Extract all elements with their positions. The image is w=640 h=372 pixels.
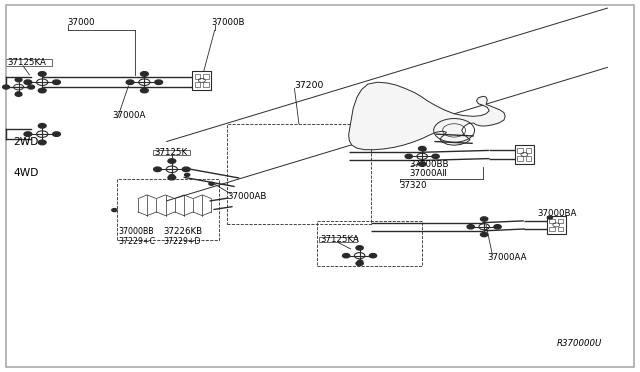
Bar <box>558 218 563 223</box>
Circle shape <box>481 232 488 237</box>
Circle shape <box>342 254 350 258</box>
Text: 37200: 37200 <box>294 81 324 90</box>
Circle shape <box>184 173 189 176</box>
Text: 37125K: 37125K <box>154 148 187 157</box>
Circle shape <box>52 80 60 84</box>
Circle shape <box>182 167 190 171</box>
Text: 4WD: 4WD <box>13 168 39 178</box>
Circle shape <box>38 72 46 76</box>
Text: 37125KA: 37125KA <box>320 235 359 244</box>
Bar <box>549 227 555 231</box>
Circle shape <box>155 80 163 84</box>
Circle shape <box>494 225 501 229</box>
Circle shape <box>168 159 176 163</box>
Text: 37000: 37000 <box>68 19 95 28</box>
Bar <box>526 156 531 161</box>
Circle shape <box>38 88 46 93</box>
Text: 37000A: 37000A <box>113 111 146 120</box>
Bar <box>319 237 357 242</box>
Circle shape <box>141 88 148 93</box>
Bar <box>195 82 200 87</box>
Text: 37000B: 37000B <box>211 19 245 28</box>
Circle shape <box>356 262 364 266</box>
Circle shape <box>3 85 10 89</box>
Text: 37000BB: 37000BB <box>410 160 449 169</box>
Circle shape <box>369 254 377 258</box>
Circle shape <box>168 175 176 180</box>
Circle shape <box>16 92 21 95</box>
Bar <box>6 58 52 66</box>
Text: 2WD: 2WD <box>13 137 39 147</box>
Circle shape <box>112 209 117 212</box>
Circle shape <box>38 140 46 145</box>
Circle shape <box>432 154 439 158</box>
Bar <box>204 82 209 87</box>
Text: 37000AA: 37000AA <box>487 253 527 262</box>
Text: 37000BB: 37000BB <box>119 227 154 236</box>
Circle shape <box>358 260 363 263</box>
Text: 37229+D: 37229+D <box>163 237 200 246</box>
Text: R370000U: R370000U <box>556 339 602 348</box>
PathPatch shape <box>349 82 505 150</box>
Circle shape <box>209 182 214 185</box>
Circle shape <box>28 85 35 89</box>
Bar <box>518 148 523 153</box>
Circle shape <box>15 78 22 82</box>
Circle shape <box>126 80 134 84</box>
Circle shape <box>467 225 474 229</box>
Text: 37000AⅡ: 37000AⅡ <box>410 169 447 177</box>
Bar <box>547 216 566 234</box>
Circle shape <box>38 124 46 128</box>
Circle shape <box>481 217 488 221</box>
Bar <box>526 148 531 153</box>
Circle shape <box>405 154 412 158</box>
Bar <box>515 145 534 164</box>
Circle shape <box>356 246 364 250</box>
Text: 37229+C: 37229+C <box>119 237 156 246</box>
Bar <box>153 150 189 155</box>
Circle shape <box>170 174 174 177</box>
Bar <box>195 74 200 78</box>
Circle shape <box>141 72 148 76</box>
Circle shape <box>547 216 552 219</box>
Circle shape <box>421 148 426 151</box>
Text: 37125KA: 37125KA <box>7 58 46 67</box>
Text: 37226KB: 37226KB <box>163 227 202 236</box>
Circle shape <box>419 162 426 166</box>
Circle shape <box>52 132 60 137</box>
Bar <box>518 156 523 161</box>
Text: 37000AB: 37000AB <box>227 192 267 201</box>
Text: 37000BA: 37000BA <box>537 209 577 218</box>
Bar <box>549 218 555 223</box>
Circle shape <box>15 92 22 96</box>
Circle shape <box>154 167 161 171</box>
Text: 37320: 37320 <box>400 181 428 190</box>
Circle shape <box>419 147 426 151</box>
Circle shape <box>24 132 32 137</box>
Bar <box>204 74 209 78</box>
Bar <box>192 71 211 90</box>
Bar <box>558 227 563 231</box>
Circle shape <box>24 80 32 84</box>
